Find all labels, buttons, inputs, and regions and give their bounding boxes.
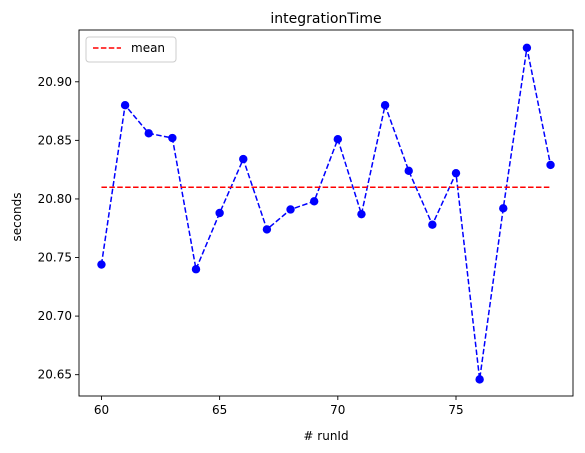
data-point [262, 225, 272, 234]
data-point [475, 375, 484, 384]
data-point [191, 265, 201, 274]
data-point [357, 209, 366, 219]
legend-mean-label: mean [131, 41, 165, 55]
y-tick-label: 20.90 [38, 75, 72, 89]
x-tick-label: 75 [448, 403, 463, 417]
x-axis-label: # runId [303, 429, 348, 443]
y-tick-label: 20.65 [38, 368, 72, 382]
data-point [499, 204, 508, 213]
data-point [286, 205, 295, 214]
x-tick-label: 70 [330, 403, 345, 417]
y-tick-label: 20.75 [38, 251, 72, 265]
legend: mean [85, 36, 177, 63]
data-point [144, 129, 153, 138]
data-point [546, 160, 555, 170]
data-point [120, 101, 130, 110]
x-tick-label: 65 [212, 403, 227, 417]
series-line-integration-time [100, 47, 552, 380]
y-tick-label: 20.85 [38, 133, 72, 147]
data-point [239, 154, 248, 164]
y-tick-label: 20.70 [38, 309, 72, 323]
data-point [215, 208, 224, 218]
data-point [309, 197, 319, 206]
data-point [333, 134, 343, 144]
data-point [428, 220, 437, 229]
data-point [97, 260, 106, 269]
data-point [522, 43, 532, 53]
data-point [451, 168, 461, 178]
data-point [380, 101, 390, 110]
y-axis-label: seconds [10, 192, 24, 241]
legend-box [85, 36, 177, 63]
chart-title: integrationTime [270, 11, 381, 27]
plot-area [78, 29, 574, 397]
y-tick-label: 20.80 [38, 192, 72, 206]
data-point [404, 166, 413, 176]
x-tick-label: 60 [94, 403, 109, 417]
data-point [168, 133, 177, 143]
